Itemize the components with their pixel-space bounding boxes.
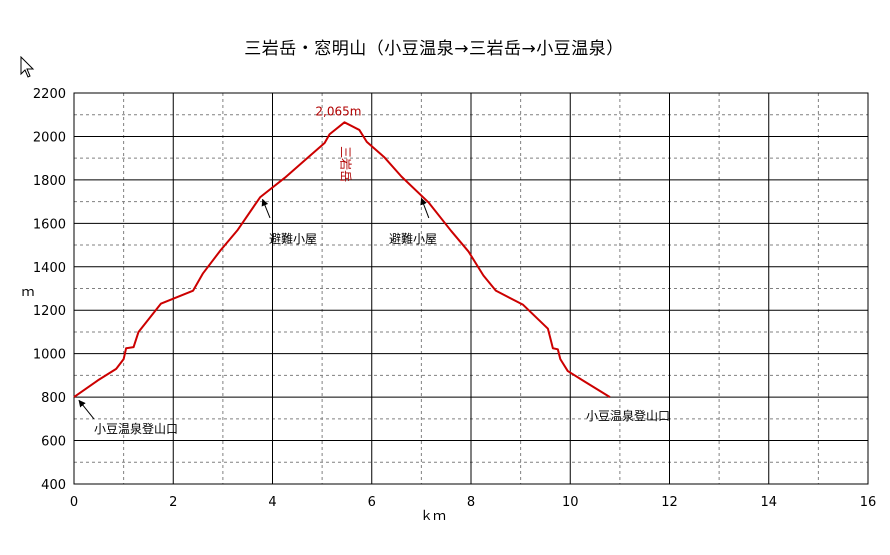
hut-right-arrow	[420, 197, 430, 219]
hut-right-label: 避難小屋	[389, 231, 437, 246]
x-tick-label: 2	[169, 495, 177, 510]
x-tick-label: 10	[562, 495, 579, 510]
x-tick-label: 14	[760, 495, 777, 510]
x-tick-label: 8	[467, 495, 475, 510]
hut-left-label: 避難小屋	[269, 231, 317, 246]
x-tick-label: 6	[368, 495, 376, 510]
x-tick-label: 12	[661, 495, 678, 510]
peak-elevation-label: 2,065m	[315, 104, 361, 118]
trailhead-left-arrow	[78, 399, 95, 420]
y-tick-label: 600	[41, 435, 66, 450]
y-tick-label: 2000	[33, 130, 66, 145]
x-tick-label: 16	[860, 495, 877, 510]
elevation-profile-line	[73, 121, 611, 398]
plot-area-border	[73, 92, 869, 485]
y-tick-label: 1800	[33, 174, 66, 189]
peak-name-label: 三岩岳	[338, 146, 353, 182]
y-tick-label: 1200	[33, 304, 66, 319]
chart-title: 三岩岳・窓明山（小豆温泉→三岩岳→小豆温泉）	[244, 39, 624, 59]
trailhead-right-label: 小豆温泉登山口	[586, 408, 670, 423]
trailhead-left-label: 小豆温泉登山口	[94, 421, 178, 436]
hut-left-arrow	[261, 198, 271, 219]
mouse-cursor-icon	[20, 56, 35, 78]
y-tick-label: 800	[41, 391, 66, 406]
x-tick-label: 4	[268, 495, 276, 510]
x-tick-label: 0	[70, 495, 78, 510]
y-tick-label: 2200	[33, 87, 66, 102]
y-axis-label: ｍ	[21, 285, 34, 300]
y-tick-label: 1600	[33, 217, 66, 232]
y-tick-label: 1400	[33, 261, 66, 276]
x-axis-label: ｋｍ	[420, 509, 446, 524]
y-tick-label: 1000	[33, 348, 66, 363]
y-tick-label: 400	[41, 478, 66, 493]
